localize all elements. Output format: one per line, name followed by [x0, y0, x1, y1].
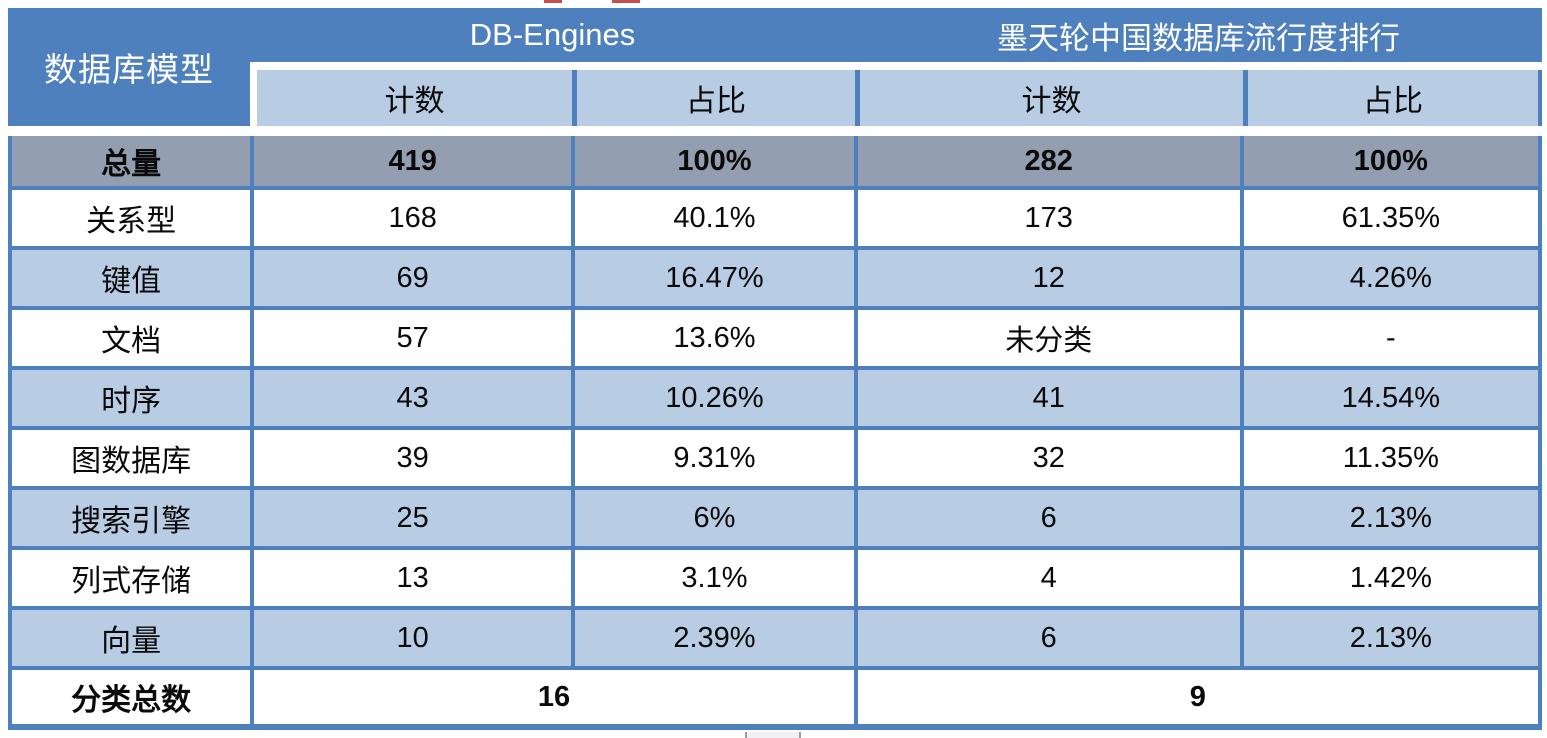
footer-modb-category-total: 9 [857, 670, 1538, 724]
cell-value: 168 [254, 190, 572, 246]
cell-value: 32 [857, 430, 1240, 486]
cropped-red-text-fragment [612, 0, 640, 3]
corner-header-cell: 数据库模型 [8, 8, 250, 126]
cell-value: 4 [857, 550, 1240, 606]
cell-value: 40.1% [575, 190, 854, 246]
cell-value: 100% [1243, 136, 1538, 186]
row-label: 时序 [12, 370, 251, 426]
cell-value: 3.1% [575, 550, 854, 606]
cell-value: 61.35% [1243, 190, 1538, 246]
footer-dbengines-category-total: 16 [254, 670, 854, 724]
cell-value: 69 [254, 250, 572, 306]
row-label: 文档 [12, 310, 251, 366]
cell-value: 未分类 [857, 310, 1240, 366]
group-header-db-engines: DB-Engines [250, 8, 855, 62]
cell-value: 6 [857, 610, 1240, 666]
row-label: 搜索引擎 [12, 490, 251, 546]
cropped-red-text-fragment [544, 0, 562, 3]
cell-value: 13 [254, 550, 572, 606]
comparison-table: 数据库模型 DB-Engines 墨天轮中国数据库流行度排行 计数 占比 计数 … [8, 8, 1542, 730]
cell-value: 12 [857, 250, 1240, 306]
scrollbar-fragment [745, 732, 801, 738]
table-header: 数据库模型 DB-Engines 墨天轮中国数据库流行度排行 计数 占比 计数 … [8, 8, 1542, 126]
row-label: 总量 [12, 136, 251, 186]
cell-value: 9.31% [575, 430, 854, 486]
cell-value: - [1243, 310, 1538, 366]
cell-value: 39 [254, 430, 572, 486]
cell-value: 10.26% [575, 370, 854, 426]
row-label: 列式存储 [12, 550, 251, 606]
header-gap [250, 62, 1542, 70]
cell-value: 419 [254, 136, 572, 186]
subheader-modb-count: 计数 [855, 70, 1243, 126]
cell-value: 2.13% [1243, 610, 1538, 666]
cell-value: 25 [254, 490, 572, 546]
row-label: 关系型 [12, 190, 251, 246]
row-label: 向量 [12, 610, 251, 666]
cell-value: 16.47% [575, 250, 854, 306]
subheader-dbengines-percent: 占比 [572, 70, 855, 126]
cell-value: 6 [857, 490, 1240, 546]
cell-value: 282 [857, 136, 1240, 186]
cell-value: 2.13% [1243, 490, 1538, 546]
cell-value: 11.35% [1243, 430, 1538, 486]
footer-label: 分类总数 [12, 670, 251, 724]
cell-value: 13.6% [575, 310, 854, 366]
cell-value: 6% [575, 490, 854, 546]
cell-value: 14.54% [1243, 370, 1538, 426]
cell-value: 41 [857, 370, 1240, 426]
row-label: 键值 [12, 250, 251, 306]
cell-value: 4.26% [1243, 250, 1538, 306]
group-header-modb: 墨天轮中国数据库流行度排行 [855, 8, 1542, 62]
cell-value: 173 [857, 190, 1240, 246]
subheader-dbengines-count: 计数 [250, 70, 572, 126]
header-body-gap [8, 126, 1542, 136]
cell-value: 2.39% [575, 610, 854, 666]
row-label: 图数据库 [12, 430, 251, 486]
subheader-modb-percent: 占比 [1243, 70, 1542, 126]
cell-value: 10 [254, 610, 572, 666]
cell-value: 100% [575, 136, 854, 186]
table-body: 总量 419 100% 282 100% 关系型 168 40.1% 173 6… [8, 136, 1542, 730]
cell-value: 1.42% [1243, 550, 1538, 606]
cell-value: 57 [254, 310, 572, 366]
cell-value: 43 [254, 370, 572, 426]
